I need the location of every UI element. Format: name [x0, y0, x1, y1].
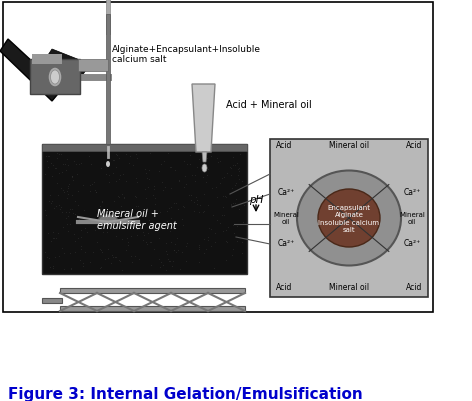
- Polygon shape: [0, 40, 62, 102]
- Ellipse shape: [99, 215, 117, 223]
- Polygon shape: [202, 153, 207, 162]
- Text: Acid: Acid: [406, 141, 422, 150]
- Ellipse shape: [202, 164, 207, 172]
- Text: Mineral oil: Mineral oil: [329, 282, 369, 291]
- Text: Ca²⁺: Ca²⁺: [404, 238, 421, 247]
- Polygon shape: [42, 50, 90, 80]
- Bar: [78, 60, 108, 72]
- Text: Acid: Acid: [276, 282, 292, 291]
- Text: Ca²⁺: Ca²⁺: [278, 238, 295, 247]
- Ellipse shape: [297, 171, 401, 266]
- Text: Mineral
oil: Mineral oil: [399, 212, 425, 225]
- Bar: [32, 55, 62, 65]
- Ellipse shape: [48, 68, 62, 88]
- Bar: [60, 288, 245, 293]
- Text: Acid: Acid: [276, 141, 292, 150]
- Text: pH: pH: [249, 194, 263, 205]
- Text: Mineral oil: Mineral oil: [329, 141, 369, 150]
- Text: Alginate+Encapsulant+Insoluble
calcium salt: Alginate+Encapsulant+Insoluble calcium s…: [112, 45, 261, 64]
- Bar: [60, 306, 245, 311]
- Text: Encapsulant
Alginate
Insoluble calcium
salt: Encapsulant Alginate Insoluble calcium s…: [319, 204, 379, 233]
- Text: Acid + Mineral oil: Acid + Mineral oil: [226, 100, 312, 110]
- Bar: [42, 145, 247, 274]
- Ellipse shape: [51, 71, 59, 85]
- Polygon shape: [192, 85, 215, 153]
- Text: Ca²⁺: Ca²⁺: [404, 188, 421, 197]
- Bar: [106, 0, 110, 35]
- Bar: [42, 145, 247, 152]
- Text: Mineral oil +
emulsifier agent: Mineral oil + emulsifier agent: [97, 209, 177, 230]
- Bar: [42, 298, 62, 303]
- Text: Ca²⁺: Ca²⁺: [278, 188, 295, 197]
- Bar: [270, 140, 428, 297]
- Ellipse shape: [318, 190, 380, 247]
- Bar: [106, 15, 110, 145]
- Text: Figure 3: Internal Gelation/Emulsification: Figure 3: Internal Gelation/Emulsificati…: [8, 387, 363, 401]
- Bar: [3, 3, 433, 312]
- Text: Acid: Acid: [406, 282, 422, 291]
- Polygon shape: [30, 60, 80, 95]
- Text: Mineral
oil: Mineral oil: [273, 212, 299, 225]
- Ellipse shape: [106, 162, 110, 168]
